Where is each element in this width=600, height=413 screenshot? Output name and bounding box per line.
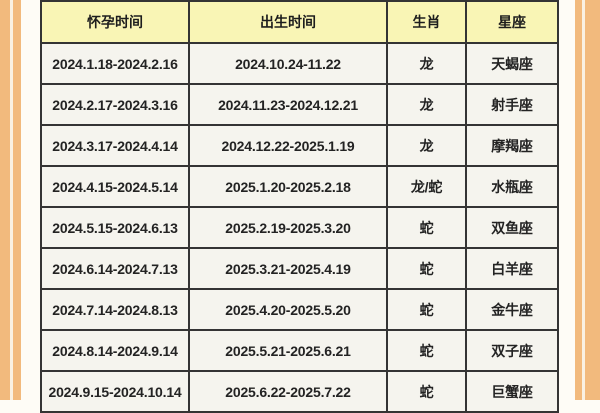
table-cell: 2024.5.15-2024.6.13 (40, 206, 190, 249)
table-cell: 2024.4.15-2024.5.14 (40, 165, 190, 208)
table-cell: 双子座 (465, 329, 559, 372)
header-row: 怀孕时间 出生时间 生肖 星座 (40, 0, 559, 44)
column-header-0: 怀孕时间 (40, 0, 190, 44)
left-inner-stripe (13, 0, 21, 400)
table-cell: 2024.3.17-2024.4.14 (40, 124, 190, 167)
table-row: 2024.3.17-2024.4.14 2024.12.22-2025.1.19 龙… (40, 124, 559, 167)
table-row: 2024.6.14-2024.7.13 2025.3.21-2025.4.19 蛇白… (40, 247, 559, 290)
column-header-2: 生肖 (386, 0, 467, 44)
right-inner-stripe (575, 0, 582, 400)
table-row: 2024.2.17-2024.3.16 2024.11.23-2024.12.21… (40, 83, 559, 126)
table-cell: 2024.6.14-2024.7.13 (40, 247, 190, 290)
table-cell: 龙 (386, 83, 467, 126)
table-cell: 2024.10.24-11.22 (188, 42, 388, 85)
table-cell: 射手座 (465, 83, 559, 126)
table-cell: 2025.6.22-2025.7.22 (188, 370, 388, 413)
column-header-3: 星座 (465, 0, 559, 44)
table-cell: 2024.7.14-2024.8.13 (40, 288, 190, 331)
table-cell: 蛇 (386, 247, 467, 290)
table-cell: 龙 (386, 42, 467, 85)
table-row: 2024.8.14-2024.9.14 2025.5.21-2025.6.21 蛇双… (40, 329, 559, 372)
table-cell: 龙/蛇 (386, 165, 467, 208)
table-cell: 水瓶座 (465, 165, 559, 208)
table-cell: 2025.4.20-2025.5.20 (188, 288, 388, 331)
table-cell: 2025.1.20-2025.2.18 (188, 165, 388, 208)
table-cell: 蛇 (386, 370, 467, 413)
table-cell: 2025.3.21-2025.4.19 (188, 247, 388, 290)
table-cell: 巨蟹座 (465, 370, 559, 413)
table-cell: 白羊座 (465, 247, 559, 290)
left-outer-stripe (0, 0, 10, 400)
table-cell: 蛇 (386, 206, 467, 249)
table-cell: 2024.2.17-2024.3.16 (40, 83, 190, 126)
table-cell: 2025.5.21-2025.6.21 (188, 329, 388, 372)
table-row: 2024.4.15-2024.5.14 2025.1.20-2025.2.18 龙/… (40, 165, 559, 208)
table-cell: 天蝎座 (465, 42, 559, 85)
table-row: 2024.7.14-2024.8.13 2025.4.20-2025.5.20 蛇金… (40, 288, 559, 331)
zodiac-table: 怀孕时间 出生时间 生肖 星座 2024.1.18-2024.2.16 2024.10.… (40, 0, 559, 413)
table-cell: 蛇 (386, 288, 467, 331)
table-cell: 2024.9.15-2024.10.14 (40, 370, 190, 413)
table-body: 2024.1.18-2024.2.16 2024.10.24-11.22 龙天蝎座 2… (40, 42, 559, 413)
table-row: 2024.5.15-2024.6.13 2025.2.19-2025.3.20 蛇双… (40, 206, 559, 249)
table-cell: 2024.1.18-2024.2.16 (40, 42, 190, 85)
right-edge-band (575, 0, 600, 400)
table-cell: 蛇 (386, 329, 467, 372)
table-cell: 2025.2.19-2025.3.20 (188, 206, 388, 249)
left-edge-band (0, 0, 21, 400)
table-cell: 2024.8.14-2024.9.14 (40, 329, 190, 372)
right-outer-stripe (585, 0, 600, 400)
table-cell: 金牛座 (465, 288, 559, 331)
table-cell: 2024.12.22-2025.1.19 (188, 124, 388, 167)
table-cell: 摩羯座 (465, 124, 559, 167)
table-cell: 龙 (386, 124, 467, 167)
table-row: 2024.1.18-2024.2.16 2024.10.24-11.22 龙天蝎座 (40, 42, 559, 85)
table-row: 2024.9.15-2024.10.14 2025.6.22-2025.7.22 蛇… (40, 370, 559, 413)
table-cell: 双鱼座 (465, 206, 559, 249)
table-cell: 2024.11.23-2024.12.21 (188, 83, 388, 126)
column-header-1: 出生时间 (188, 0, 388, 44)
